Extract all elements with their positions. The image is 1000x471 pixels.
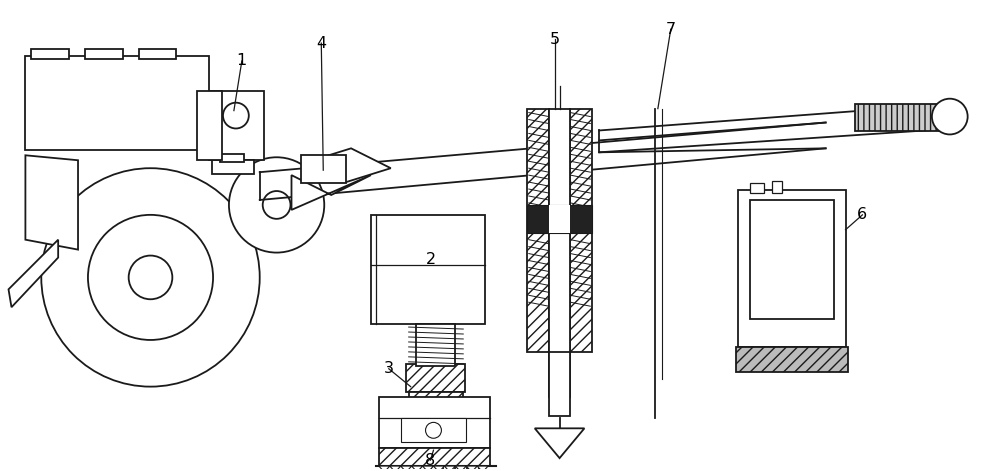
Text: 3: 3 (384, 361, 394, 376)
Bar (379, 448, 490, 466)
Bar (527, 109, 549, 352)
Bar (416, 324, 455, 366)
Bar (301, 155, 346, 183)
Polygon shape (306, 148, 391, 182)
Circle shape (229, 157, 324, 252)
Polygon shape (423, 466, 433, 471)
Polygon shape (477, 466, 488, 471)
Circle shape (129, 256, 172, 299)
Bar (855, 104, 950, 131)
Bar (750, 183, 764, 193)
Polygon shape (535, 428, 584, 458)
Polygon shape (466, 466, 477, 471)
Polygon shape (9, 240, 58, 307)
Bar (197, 91, 222, 160)
Bar (212, 160, 254, 174)
Circle shape (88, 215, 213, 340)
Circle shape (41, 168, 260, 387)
Bar (736, 347, 848, 372)
Circle shape (223, 103, 249, 129)
Circle shape (426, 422, 441, 438)
Bar (409, 391, 463, 430)
Bar (209, 91, 264, 160)
Bar (371, 215, 485, 324)
Bar (772, 181, 782, 193)
Circle shape (263, 191, 290, 219)
Polygon shape (433, 466, 444, 471)
Bar (220, 154, 244, 162)
Polygon shape (444, 466, 455, 471)
Bar (549, 205, 570, 233)
Polygon shape (401, 466, 412, 471)
Bar (25, 56, 209, 150)
Text: 1: 1 (237, 54, 247, 68)
Bar (527, 205, 592, 233)
Polygon shape (390, 466, 401, 471)
Polygon shape (291, 175, 371, 210)
Bar (139, 49, 176, 59)
Text: 7: 7 (666, 22, 676, 37)
Bar (549, 109, 570, 397)
Text: 2: 2 (425, 252, 436, 267)
Text: 6: 6 (857, 207, 867, 222)
Bar (379, 397, 490, 448)
Bar (401, 418, 466, 442)
Polygon shape (412, 466, 423, 471)
Bar (738, 190, 846, 347)
Bar (750, 200, 834, 319)
Text: 4: 4 (316, 36, 326, 50)
Bar (85, 49, 123, 59)
Bar (570, 109, 592, 352)
Bar (549, 352, 570, 416)
Polygon shape (455, 466, 466, 471)
Text: 8: 8 (425, 453, 436, 468)
Bar (406, 364, 465, 391)
Circle shape (932, 99, 968, 134)
Polygon shape (379, 466, 390, 471)
Bar (31, 49, 69, 59)
Polygon shape (25, 155, 78, 250)
Text: 5: 5 (550, 32, 560, 47)
